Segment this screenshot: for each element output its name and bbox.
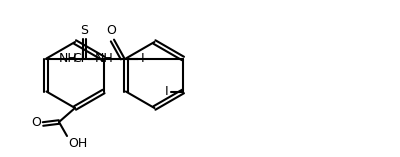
Text: S: S	[80, 24, 88, 36]
Text: NH: NH	[94, 52, 113, 65]
Text: OH: OH	[68, 137, 87, 150]
Text: O: O	[106, 24, 116, 38]
Text: Cl: Cl	[72, 52, 84, 65]
Text: I: I	[164, 85, 168, 98]
Text: O: O	[31, 116, 41, 130]
Text: I: I	[141, 52, 144, 65]
Text: NH: NH	[58, 52, 77, 65]
